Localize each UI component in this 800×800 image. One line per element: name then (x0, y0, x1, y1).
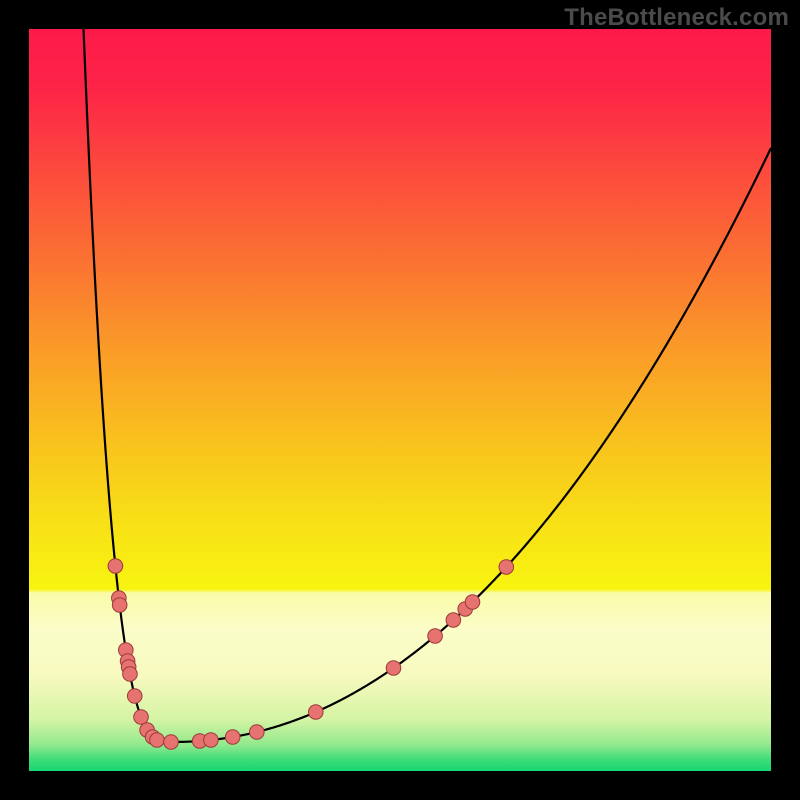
data-marker (150, 733, 165, 748)
data-marker (386, 661, 401, 676)
data-marker (225, 730, 240, 745)
bottleneck-curve-chart (0, 0, 800, 800)
data-marker (446, 613, 461, 628)
data-marker (465, 595, 480, 610)
data-marker (134, 710, 149, 725)
data-marker (123, 667, 138, 682)
data-marker (428, 629, 443, 644)
data-marker (308, 705, 323, 720)
data-marker (164, 735, 179, 750)
data-marker (249, 725, 264, 740)
data-marker (112, 598, 127, 613)
watermark-text: TheBottleneck.com (564, 4, 789, 32)
data-marker (204, 733, 219, 748)
data-marker (108, 559, 123, 574)
data-marker (127, 689, 142, 704)
gradient-background (29, 29, 771, 771)
data-marker (499, 560, 514, 575)
